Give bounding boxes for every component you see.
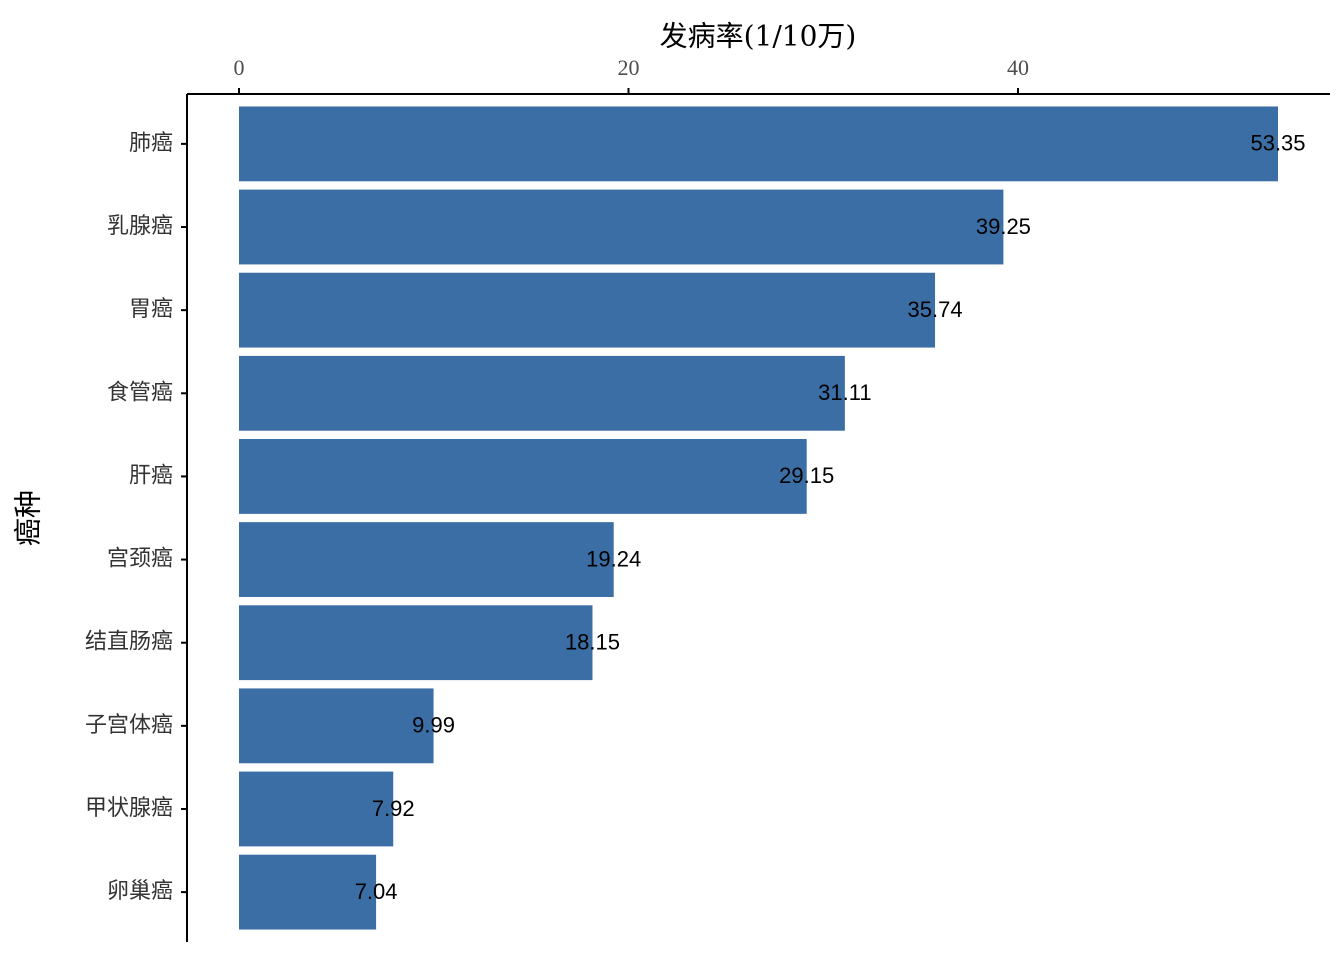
bar <box>238 605 593 681</box>
y-tick-label: 胃癌 <box>129 297 173 322</box>
y-tick-label: 子宫体癌 <box>85 713 173 738</box>
bar <box>238 439 807 514</box>
bar <box>238 854 377 930</box>
y-tick-label: 乳腺癌 <box>107 214 173 239</box>
value-label: 29.15 <box>779 463 834 488</box>
bar <box>238 522 614 597</box>
value-label: 7.92 <box>372 796 415 821</box>
x-tick-label: 40 <box>1007 55 1029 80</box>
bar <box>238 355 845 431</box>
y-tick-label: 结直肠癌 <box>85 630 173 655</box>
value-label: 9.99 <box>412 713 455 738</box>
value-label: 31.11 <box>818 380 871 405</box>
y-tick-label: 宫颈癌 <box>107 547 173 572</box>
value-label: 19.24 <box>586 546 641 571</box>
x-axis-title: 发病率(1/10万) <box>660 20 857 53</box>
bar <box>238 771 394 847</box>
y-tick-label: 肝癌 <box>129 463 173 488</box>
y-tick-label: 甲状腺癌 <box>85 796 173 821</box>
y-axis-title: 癌种 <box>12 490 45 546</box>
y-tick-label: 肺癌 <box>129 131 173 156</box>
bar <box>238 189 1004 265</box>
x-tick-label: 0 <box>233 55 244 80</box>
y-tick-label: 卵巢癌 <box>107 879 173 904</box>
value-label: 7.04 <box>355 879 398 904</box>
bar <box>238 272 936 348</box>
bar <box>238 688 434 764</box>
value-label: 35.74 <box>908 297 963 322</box>
value-label: 39.25 <box>976 214 1031 239</box>
y-tick-label: 食管癌 <box>107 380 173 405</box>
bar <box>238 106 1279 182</box>
value-label: 18.15 <box>565 630 620 655</box>
value-label: 53.35 <box>1250 131 1305 156</box>
x-tick-label: 20 <box>618 55 640 80</box>
